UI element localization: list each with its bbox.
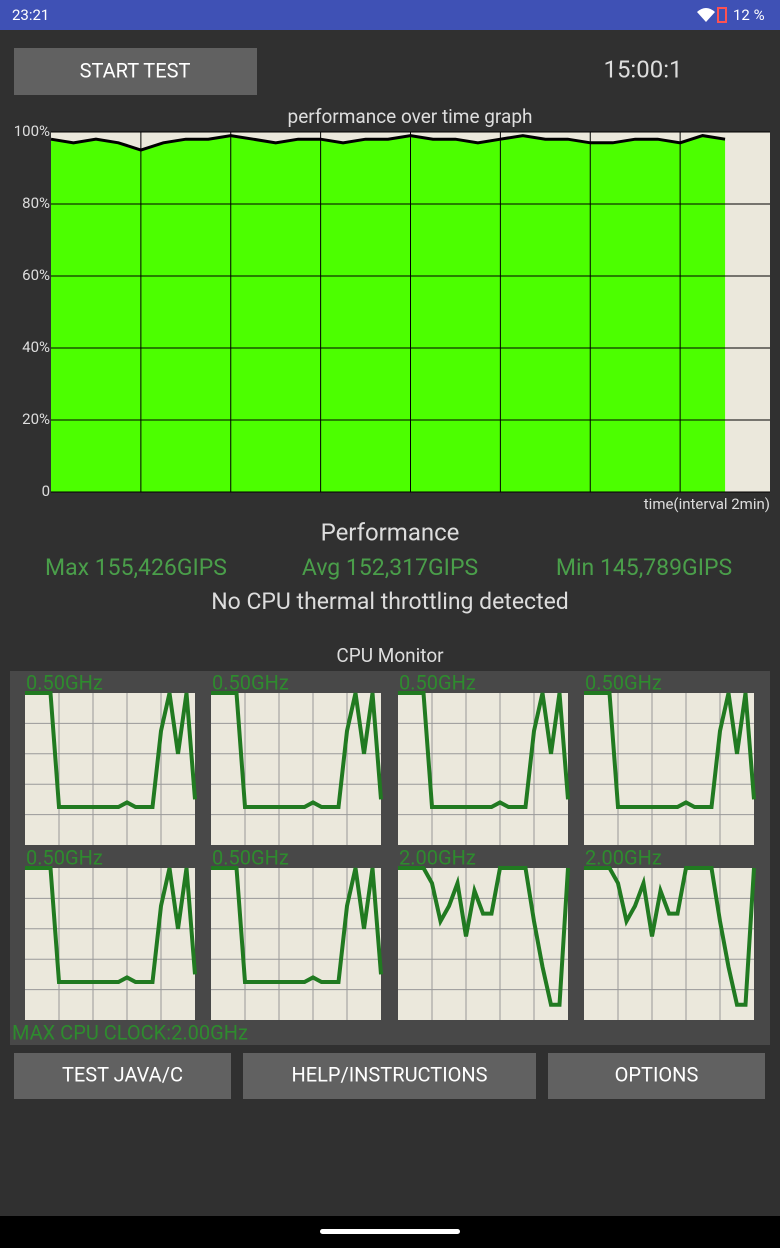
- home-indicator[interactable]: [320, 1229, 460, 1234]
- y-tick-label: 20%: [22, 410, 50, 428]
- core-frequency-label: 0.50GHz: [26, 845, 103, 869]
- button-help[interactable]: [243, 1053, 536, 1099]
- core-frequency-line: [584, 691, 756, 809]
- core-frequency-line: [584, 866, 756, 1007]
- battery-icon: [717, 7, 727, 23]
- core-frequency-line: [25, 691, 197, 809]
- status-battery: 12 %: [733, 6, 765, 24]
- wifi-icon: [697, 8, 715, 22]
- core-frequency-label: 2.00GHz: [399, 845, 476, 869]
- status-time: 23:21: [12, 6, 49, 24]
- stat-max: Max 155,426GIPS: [45, 554, 227, 581]
- button-options[interactable]: [548, 1053, 765, 1099]
- y-tick-label: 100%: [14, 122, 50, 140]
- cpu-monitor-title: CPU Monitor: [336, 644, 444, 667]
- button-label: HELP/INSTRUCTIONS: [291, 1062, 487, 1086]
- start-button[interactable]: [14, 48, 257, 95]
- core-frequency-label: 0.50GHz: [585, 670, 662, 694]
- core-chart-bg: [398, 868, 568, 1020]
- core-frequency-line: [211, 691, 383, 809]
- core-frequency-label: 0.50GHz: [399, 670, 476, 694]
- stat-avg: Avg 152,317GIPS: [302, 554, 478, 581]
- y-tick-label: 0: [42, 482, 50, 500]
- core-frequency-label: 0.50GHz: [212, 845, 289, 869]
- button-test[interactable]: [14, 1053, 231, 1099]
- button-label: TEST JAVA/C: [62, 1062, 183, 1086]
- stat-min: Min 145,789GIPS: [556, 554, 732, 581]
- performance-area: [51, 135, 726, 492]
- core-chart-bg: [584, 868, 754, 1020]
- y-tick-label: 40%: [22, 338, 50, 356]
- max-cpu-clock: MAX CPU CLOCK:2.00GHz: [12, 1020, 248, 1044]
- core-frequency-label: 2.00GHz: [585, 845, 662, 869]
- button-label: OPTIONS: [615, 1062, 699, 1086]
- core-frequency-line: [211, 866, 383, 984]
- performance-line: [50, 134, 726, 152]
- timer: 15:00:1: [603, 55, 682, 83]
- chart-title: performance over time graph: [288, 105, 533, 128]
- core-frequency-line: [398, 691, 570, 809]
- x-axis-label: time(interval 2min): [644, 495, 770, 513]
- y-tick-label: 80%: [22, 194, 50, 212]
- start-button-label: START TEST: [80, 58, 191, 82]
- throttling-status: No CPU thermal throttling detected: [211, 588, 569, 615]
- core-frequency-line: [398, 866, 570, 1007]
- status-bar: [0, 0, 780, 30]
- core-frequency-label: 0.50GHz: [26, 670, 103, 694]
- core-frequency-line: [25, 866, 197, 984]
- stats-title: Performance: [321, 518, 460, 546]
- core-frequency-label: 0.50GHz: [212, 670, 289, 694]
- y-tick-label: 60%: [22, 266, 50, 284]
